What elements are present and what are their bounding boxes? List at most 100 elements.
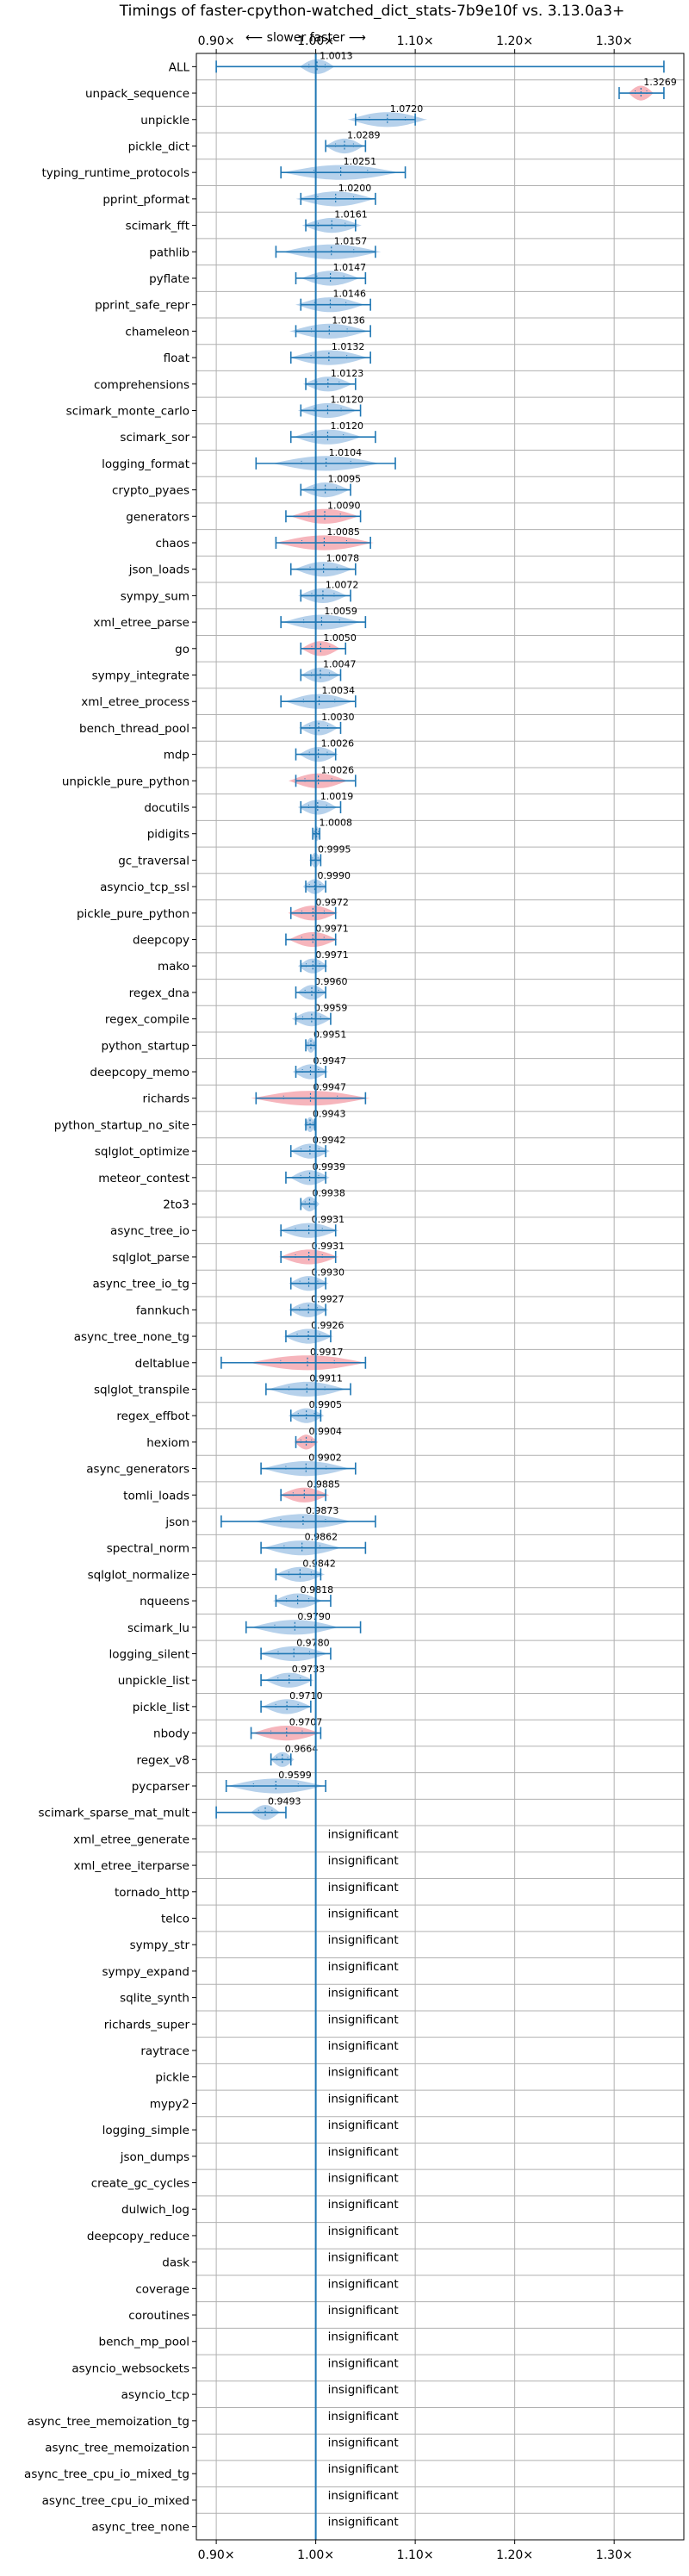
insignificant-label: insignificant	[328, 2172, 399, 2186]
insignificant-label: insignificant	[328, 2383, 399, 2397]
insignificant-label: insignificant	[328, 2066, 399, 2080]
data-label: 0.9926	[311, 1320, 344, 1331]
data-label: 1.0013	[320, 50, 353, 61]
data-label: 0.9938	[312, 1188, 345, 1199]
row-label: gc_traversal	[118, 854, 189, 868]
row-label: pickle	[155, 2071, 189, 2085]
row-label: sqlite_synth	[120, 1992, 189, 2006]
data-label: 1.0146	[332, 289, 366, 300]
data-label: 1.0034	[322, 685, 356, 696]
row-label: sympy_integrate	[92, 669, 189, 683]
row-label: regex_dna	[129, 986, 189, 1000]
data-label: 1.0026	[321, 764, 355, 775]
data-label: 0.9904	[309, 1426, 343, 1437]
row-label: regex_effbot	[116, 1409, 189, 1423]
row-label: typing_runtime_protocols	[42, 166, 190, 180]
data-label: 0.9862	[305, 1532, 338, 1543]
row-label: async_tree_cpu_io_mixed	[42, 2494, 189, 2508]
row-label: mako	[158, 960, 189, 974]
row-label: coroutines	[128, 2309, 189, 2323]
data-label: 1.0200	[338, 183, 372, 194]
data-label: 1.0026	[321, 738, 355, 750]
row-label: chameleon	[125, 325, 189, 339]
row-label: dask	[162, 2256, 189, 2270]
insignificant-label: insignificant	[328, 1907, 399, 1921]
data-label: 0.9960	[314, 976, 348, 987]
row-label: scimark_monte_carlo	[66, 404, 189, 418]
data-label: 1.0090	[327, 500, 361, 511]
row-label: richards	[143, 1092, 189, 1106]
data-label: 1.0720	[390, 103, 424, 115]
row-label: async_tree_memoization	[45, 2442, 189, 2455]
row-label: pidigits	[147, 828, 189, 842]
row-label: mdp	[164, 749, 189, 762]
data-label: 0.9710	[289, 1690, 323, 1702]
row-label: chaos	[155, 537, 189, 551]
data-label: 1.0157	[334, 235, 368, 246]
row-label: json_loads	[128, 563, 189, 577]
data-label: 0.9947	[313, 1082, 346, 1093]
insignificant-label: insignificant	[328, 1987, 399, 2000]
data-label: 0.9842	[302, 1558, 336, 1569]
data-label: 1.0136	[332, 314, 365, 326]
row-label: comprehensions	[94, 378, 189, 392]
row-label: bench_mp_pool	[99, 2336, 189, 2349]
data-label: 1.0132	[332, 341, 365, 352]
data-label: 0.9959	[314, 1003, 348, 1014]
row-label: pathlib	[149, 246, 189, 259]
row-label: async_tree_cpu_io_mixed_tg	[24, 2467, 189, 2481]
data-label: 0.9972	[315, 897, 349, 908]
row-label: unpickle_pure_python	[62, 775, 189, 788]
row-label: pickle_pure_python	[77, 907, 189, 921]
data-label: 0.9971	[315, 949, 349, 961]
insignificant-label: insignificant	[328, 2039, 399, 2053]
row-label: bench_thread_pool	[79, 722, 189, 736]
row-label: xml_etree_generate	[73, 1832, 189, 1846]
data-label: 0.9902	[308, 1453, 342, 1464]
row-label: pickle_dict	[128, 140, 189, 153]
row-label: scimark_sparse_mat_mult	[39, 1807, 189, 1820]
row-label: regex_compile	[105, 1013, 189, 1027]
row-label: go	[175, 643, 189, 656]
row-label: sqlglot_parse	[112, 1251, 189, 1265]
row-label: pyflate	[149, 272, 189, 286]
row-label: pprint_safe_repr	[95, 299, 189, 313]
x-tick-label: 1.00×	[297, 2548, 334, 2562]
data-label: 0.9905	[309, 1399, 343, 1410]
insignificant-label: insignificant	[328, 2092, 399, 2106]
x-axis-top: 0.90× 1.00× 1.10× 1.20× 1.30×	[198, 34, 633, 53]
row-label: telco	[161, 1913, 189, 1926]
data-label: 1.0123	[331, 368, 364, 379]
data-label: 0.9707	[289, 1717, 323, 1728]
data-label: 1.0120	[330, 420, 363, 432]
row-label: asyncio_tcp_ssl	[100, 880, 189, 894]
data-label: 0.9493	[268, 1796, 301, 1808]
row-label: 2to3	[163, 1198, 189, 1212]
data-label: 0.9943	[313, 1108, 346, 1119]
insignificant-label: insignificant	[328, 2489, 399, 2503]
row-label: nbody	[153, 1727, 189, 1741]
row-label: sympy_expand	[102, 1965, 189, 1979]
data-label: 0.9990	[317, 870, 351, 881]
row-label: asyncio_websockets	[71, 2361, 189, 2375]
insignificant-label: insignificant	[328, 2013, 399, 2026]
data-label: 0.9885	[307, 1478, 340, 1490]
data-label: 1.0072	[326, 579, 359, 590]
data-label: 0.9733	[292, 1664, 326, 1675]
data-label: 0.9818	[301, 1584, 334, 1596]
data-label: 0.9873	[306, 1505, 339, 1516]
x-tick-label: 1.20×	[496, 2548, 533, 2562]
data-label: 1.3269	[643, 77, 677, 88]
row-label: dulwich_log	[121, 2203, 189, 2217]
x-tick-label: 0.90×	[198, 2548, 235, 2562]
data-label: 0.9931	[312, 1214, 345, 1225]
data-label: 1.0047	[323, 659, 357, 670]
x-tick-label: 1.30×	[596, 2548, 633, 2562]
insignificant-label: insignificant	[328, 2304, 399, 2318]
row-label: fannkuch	[136, 1304, 189, 1317]
data-label: 1.0251	[344, 156, 377, 167]
insignificant-label: insignificant	[328, 2410, 399, 2424]
x-tick-label: 1.10×	[397, 2548, 434, 2562]
x-tick-label: 1.10×	[397, 34, 434, 48]
data-label: 1.0008	[320, 818, 353, 829]
